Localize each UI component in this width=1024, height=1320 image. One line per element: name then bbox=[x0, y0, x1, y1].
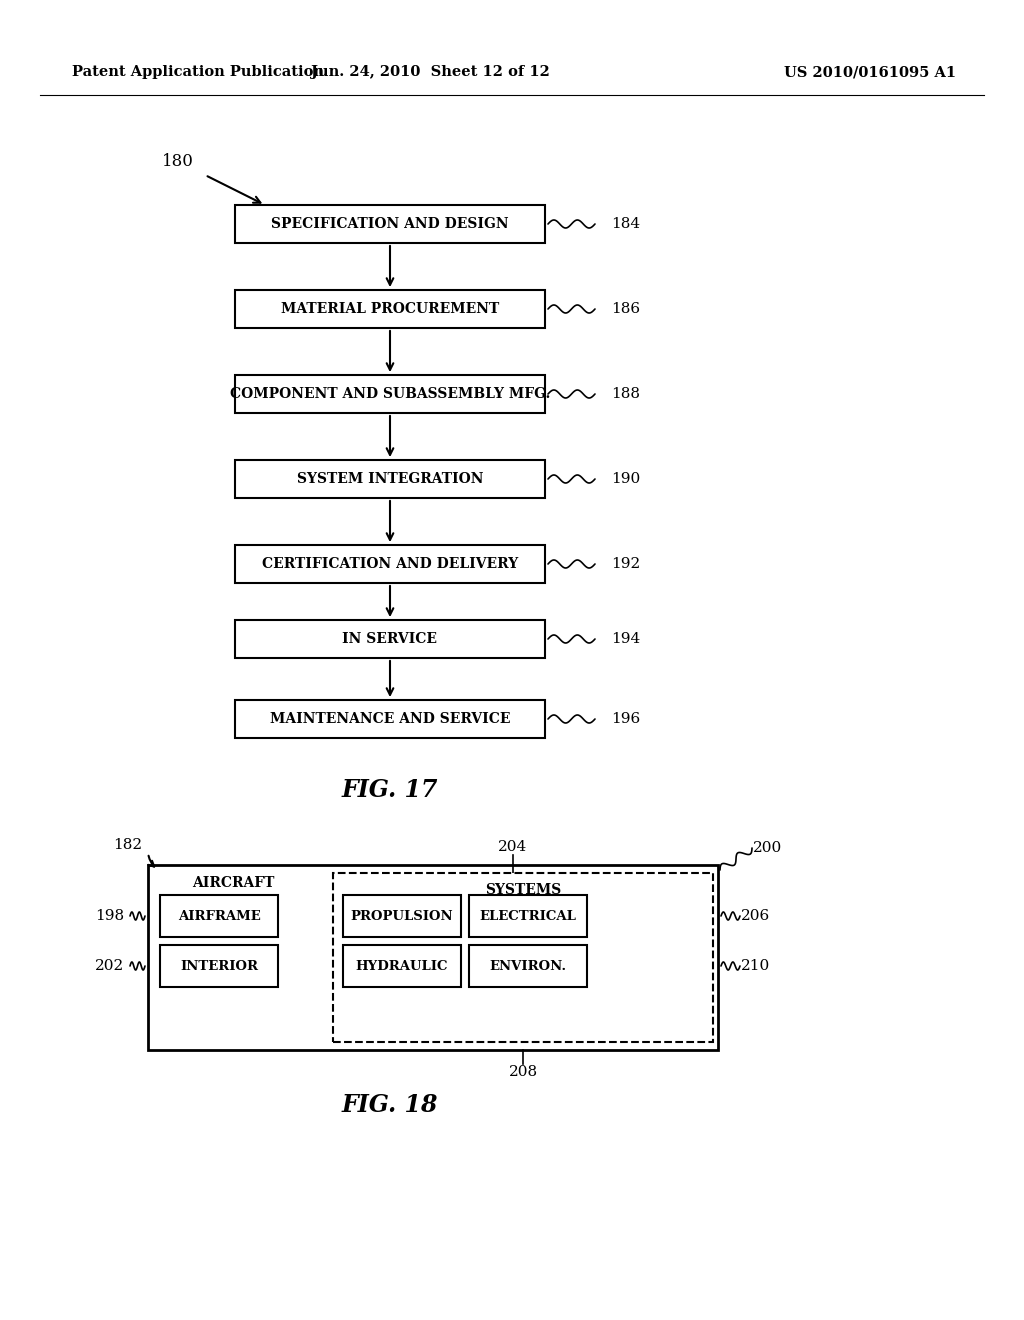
Text: US 2010/0161095 A1: US 2010/0161095 A1 bbox=[784, 65, 956, 79]
Bar bbox=[469, 895, 587, 937]
Text: MAINTENANCE AND SERVICE: MAINTENANCE AND SERVICE bbox=[269, 711, 510, 726]
Text: FIG. 17: FIG. 17 bbox=[342, 777, 438, 803]
Text: INTERIOR: INTERIOR bbox=[180, 960, 258, 973]
Text: 180: 180 bbox=[162, 153, 194, 170]
Text: SPECIFICATION AND DESIGN: SPECIFICATION AND DESIGN bbox=[271, 216, 509, 231]
Text: AIRCRAFT: AIRCRAFT bbox=[191, 876, 274, 890]
Text: 192: 192 bbox=[611, 557, 640, 572]
Text: SYSTEM INTEGRATION: SYSTEM INTEGRATION bbox=[297, 473, 483, 486]
Text: MATERIAL PROCUREMENT: MATERIAL PROCUREMENT bbox=[281, 302, 499, 315]
Bar bbox=[234, 205, 545, 243]
Text: 208: 208 bbox=[509, 1065, 538, 1078]
Text: 196: 196 bbox=[611, 711, 640, 726]
Text: COMPONENT AND SUBASSEMBLY MFG.: COMPONENT AND SUBASSEMBLY MFG. bbox=[229, 387, 550, 401]
Text: 210: 210 bbox=[741, 960, 771, 973]
Text: IN SERVICE: IN SERVICE bbox=[342, 632, 437, 645]
Bar bbox=[234, 290, 545, 327]
Bar bbox=[469, 945, 587, 987]
Bar bbox=[234, 620, 545, 657]
Text: Jun. 24, 2010  Sheet 12 of 12: Jun. 24, 2010 Sheet 12 of 12 bbox=[310, 65, 550, 79]
Text: 206: 206 bbox=[741, 909, 771, 923]
Bar bbox=[234, 459, 545, 498]
Text: 198: 198 bbox=[95, 909, 125, 923]
Text: HYDRAULIC: HYDRAULIC bbox=[355, 960, 449, 973]
Bar bbox=[333, 873, 713, 1041]
Text: FIG. 18: FIG. 18 bbox=[342, 1093, 438, 1117]
Bar bbox=[343, 895, 461, 937]
Text: 204: 204 bbox=[499, 840, 527, 854]
Bar bbox=[234, 375, 545, 413]
Bar bbox=[234, 700, 545, 738]
Text: PROPULSION: PROPULSION bbox=[350, 909, 454, 923]
Text: 200: 200 bbox=[753, 841, 782, 855]
Text: CERTIFICATION AND DELIVERY: CERTIFICATION AND DELIVERY bbox=[262, 557, 518, 572]
Text: SYSTEMS: SYSTEMS bbox=[485, 883, 561, 898]
Text: AIRFRAME: AIRFRAME bbox=[177, 909, 260, 923]
Text: 186: 186 bbox=[611, 302, 640, 315]
Bar bbox=[160, 945, 278, 987]
Text: 194: 194 bbox=[611, 632, 640, 645]
Text: 190: 190 bbox=[611, 473, 640, 486]
Text: 188: 188 bbox=[611, 387, 640, 401]
Bar bbox=[234, 545, 545, 583]
Bar bbox=[148, 865, 718, 1049]
Bar bbox=[160, 895, 278, 937]
Text: ENVIRON.: ENVIRON. bbox=[489, 960, 566, 973]
Text: Patent Application Publication: Patent Application Publication bbox=[72, 65, 324, 79]
Text: 182: 182 bbox=[114, 838, 142, 851]
Text: 202: 202 bbox=[95, 960, 125, 973]
Text: ELECTRICAL: ELECTRICAL bbox=[479, 909, 577, 923]
Bar bbox=[343, 945, 461, 987]
Text: 184: 184 bbox=[611, 216, 640, 231]
